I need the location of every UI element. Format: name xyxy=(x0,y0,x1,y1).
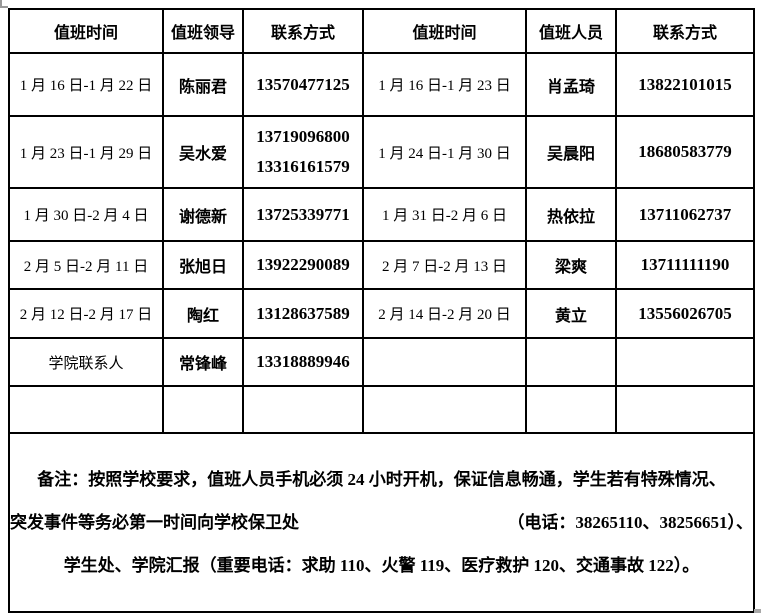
cell-person-name: 热依拉 xyxy=(525,187,617,242)
header-duty-time-left: 值班时间 xyxy=(8,8,164,54)
cell-person-phone: 13711111190 xyxy=(615,240,755,290)
empty-cell xyxy=(525,385,617,434)
cell-person-name: 吴晨阳 xyxy=(525,115,617,189)
empty-cell xyxy=(615,337,755,387)
cell-person-phone: 13556026705 xyxy=(615,288,755,339)
table-row: 学院联系人 常锋峰 13318889946 xyxy=(8,337,755,387)
cell-person-phone: 13711062737 xyxy=(615,187,755,242)
cell-duty-time-left: 1 月 16 日-1 月 22 日 xyxy=(8,52,164,117)
empty-cell xyxy=(362,385,527,434)
cell-person-phone: 18680583779 xyxy=(615,115,755,189)
cell-person-phone: 13822101015 xyxy=(615,52,755,117)
cell-person-name: 梁爽 xyxy=(525,240,617,290)
remarks-line-2-right: （电话：38265110、38256651）、 xyxy=(507,513,753,532)
empty-cell xyxy=(162,385,244,434)
cell-leader-name: 陈丽君 xyxy=(162,52,244,117)
cell-leader-name: 吴水爱 xyxy=(162,115,244,189)
empty-cell xyxy=(362,337,527,387)
header-contact-left: 联系方式 xyxy=(242,8,364,54)
table-move-handle-icon[interactable] xyxy=(0,0,8,8)
leader-phone-line-2: 13316161579 xyxy=(256,156,350,176)
cell-person-name: 肖孟琦 xyxy=(525,52,617,117)
remarks-line-2-left: 突发事件等务必第一时间向学校保卫处 xyxy=(10,513,299,532)
cell-leader-phone: 13570477125 xyxy=(242,52,364,117)
cell-college-contact-label: 学院联系人 xyxy=(8,337,164,387)
table-row: 1 月 16 日-1 月 22 日 陈丽君 13570477125 1 月 16… xyxy=(8,52,755,117)
header-duty-leader: 值班领导 xyxy=(162,8,244,54)
empty-cell xyxy=(8,385,164,434)
remarks-cell: 备注：按照学校要求，值班人员手机必须 24 小时开机，保证信息畅通，学生若有特殊… xyxy=(8,432,755,613)
cell-duty-time-right: 1 月 16 日-1 月 23 日 xyxy=(362,52,527,117)
remarks-line-1: 备注：按照学校要求，值班人员手机必须 24 小时开机，保证信息畅通，学生若有特殊… xyxy=(37,470,726,489)
cell-duty-time-left: 1 月 30 日-2 月 4 日 xyxy=(8,187,164,242)
duty-schedule-table: 值班时间 值班领导 联系方式 值班时间 值班人员 联系方式 1 月 16 日-1… xyxy=(8,8,755,613)
empty-cell xyxy=(242,385,364,434)
cell-leader-name: 常锋峰 xyxy=(162,337,244,387)
leader-phone-line-1: 13719096800 xyxy=(256,127,350,147)
cell-leader-name: 陶红 xyxy=(162,288,244,339)
empty-cell xyxy=(525,337,617,387)
header-row: 值班时间 值班领导 联系方式 值班时间 值班人员 联系方式 xyxy=(8,8,755,54)
table-row-empty xyxy=(8,385,755,434)
header-contact-right: 联系方式 xyxy=(615,8,755,54)
cell-duty-time-left: 2 月 12 日-2 月 17 日 xyxy=(8,288,164,339)
cell-leader-phone: 13318889946 xyxy=(242,337,364,387)
cell-person-name: 黄立 xyxy=(525,288,617,339)
cell-leader-phone: 13719096800 13316161579 xyxy=(242,115,364,189)
cell-leader-phone: 13922290089 xyxy=(242,240,364,290)
table-resize-handle-icon[interactable] xyxy=(754,609,761,613)
empty-cell xyxy=(615,385,755,434)
cell-duty-time-left: 1 月 23 日-1 月 29 日 xyxy=(8,115,164,189)
cell-duty-time-right: 2 月 7 日-2 月 13 日 xyxy=(362,240,527,290)
cell-leader-name: 谢德新 xyxy=(162,187,244,242)
table-row: 2 月 5 日-2 月 11 日 张旭日 13922290089 2 月 7 日… xyxy=(8,240,755,290)
cell-duty-time-right: 1 月 31 日-2 月 6 日 xyxy=(362,187,527,242)
header-duty-person: 值班人员 xyxy=(525,8,617,54)
remarks-line-2: 突发事件等务必第一时间向学校保卫处 （电话：38265110、38256651）… xyxy=(10,501,753,544)
cell-leader-phone: 13725339771 xyxy=(242,187,364,242)
cell-duty-time-right: 1 月 24 日-1 月 30 日 xyxy=(362,115,527,189)
table-row: 1 月 23 日-1 月 29 日 吴水爱 13719096800 133161… xyxy=(8,115,755,189)
header-duty-time-right: 值班时间 xyxy=(362,8,527,54)
table-row: 2 月 12 日-2 月 17 日 陶红 13128637589 2 月 14 … xyxy=(8,288,755,339)
table-row: 1 月 30 日-2 月 4 日 谢德新 13725339771 1 月 31 … xyxy=(8,187,755,242)
cell-leader-name: 张旭日 xyxy=(162,240,244,290)
cell-duty-time-left: 2 月 5 日-2 月 11 日 xyxy=(8,240,164,290)
cell-leader-phone: 13128637589 xyxy=(242,288,364,339)
cell-duty-time-right: 2 月 14 日-2 月 20 日 xyxy=(362,288,527,339)
remarks-line-3: 学生处、学院汇报（重要电话：求助 110、火警 119、医疗救护 120、交通事… xyxy=(63,556,700,575)
note-row: 备注：按照学校要求，值班人员手机必须 24 小时开机，保证信息畅通，学生若有特殊… xyxy=(8,432,755,613)
